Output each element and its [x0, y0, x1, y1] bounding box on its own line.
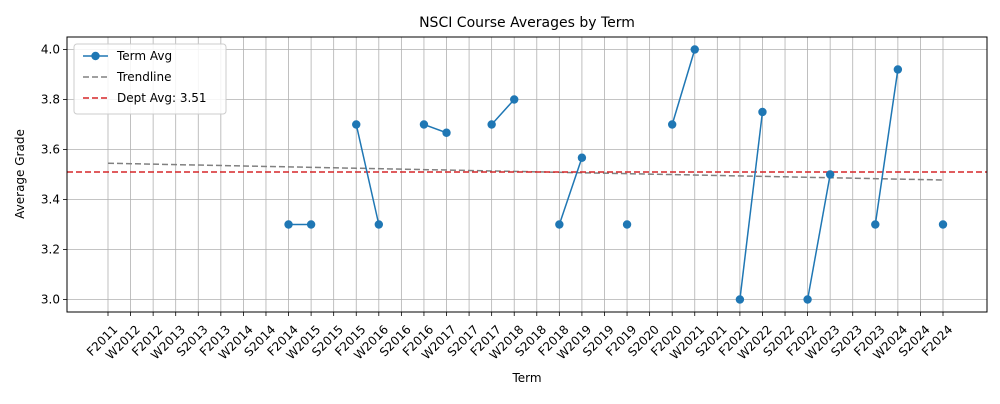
legend-box — [73, 43, 227, 115]
term-avg-point — [419, 120, 429, 129]
term-avg-point — [306, 220, 316, 229]
term-avg-line-segment — [806, 174, 831, 300]
term-avg-point — [487, 120, 496, 129]
term-avg-point — [758, 107, 767, 117]
term-avg-point — [284, 220, 293, 229]
y-tick-label: 3.4 — [41, 193, 60, 207]
term-avg-point — [871, 220, 880, 229]
y-tick-label: 3.0 — [41, 293, 60, 307]
legend-marker — [91, 51, 100, 61]
series-layer — [284, 45, 948, 304]
y-axis: 3.0 3.2 3.4 3.6 3.8 4.0 — [41, 43, 67, 307]
y-tick-label: 4.0 — [41, 43, 60, 57]
trendline — [107, 162, 944, 181]
term-avg-point — [352, 120, 361, 129]
term-avg-point — [893, 65, 903, 74]
legend: Term Avg Trendline Dept Avg: 3.51 — [73, 43, 227, 115]
term-avg-point — [667, 120, 677, 129]
term-avg-point — [510, 95, 519, 104]
term-avg-point — [690, 45, 699, 54]
term-avg-point — [735, 295, 745, 304]
term-avg-point — [938, 220, 948, 229]
term-avg-line-segment — [491, 98, 515, 126]
term-avg-point — [374, 220, 384, 229]
y-tick-label: 3.6 — [41, 143, 60, 157]
term-avg-line-segment — [874, 69, 899, 225]
legend-label: Dept Avg: 3.51 — [117, 91, 207, 105]
term-avg-point — [577, 153, 587, 162]
chart-title: NSCI Course Averages by Term — [419, 15, 635, 31]
term-avg-point — [803, 295, 812, 304]
legend-label: Term Avg — [116, 49, 172, 63]
legend-label: Trendline — [116, 70, 172, 84]
term-avg-point — [442, 128, 451, 137]
y-tick-label: 3.2 — [41, 243, 60, 257]
term-avg-line-segment — [355, 124, 380, 225]
y-tick-label: 3.8 — [41, 93, 60, 107]
term-avg-point — [555, 220, 564, 229]
term-avg-line-segment — [558, 157, 583, 225]
term-avg-line-segment — [671, 49, 696, 125]
x-axis: F2011W2012F2012W2013S2013F2013W2014S2014… — [84, 312, 955, 362]
x-axis-label: Term — [511, 371, 541, 385]
plot-area-frame — [66, 36, 988, 313]
y-axis-label: Average Grade — [13, 129, 27, 219]
term-avg-line-segment — [739, 111, 764, 300]
reference-lines — [67, 162, 987, 181]
term-avg-point — [825, 170, 835, 179]
term-avg-point — [622, 220, 632, 229]
